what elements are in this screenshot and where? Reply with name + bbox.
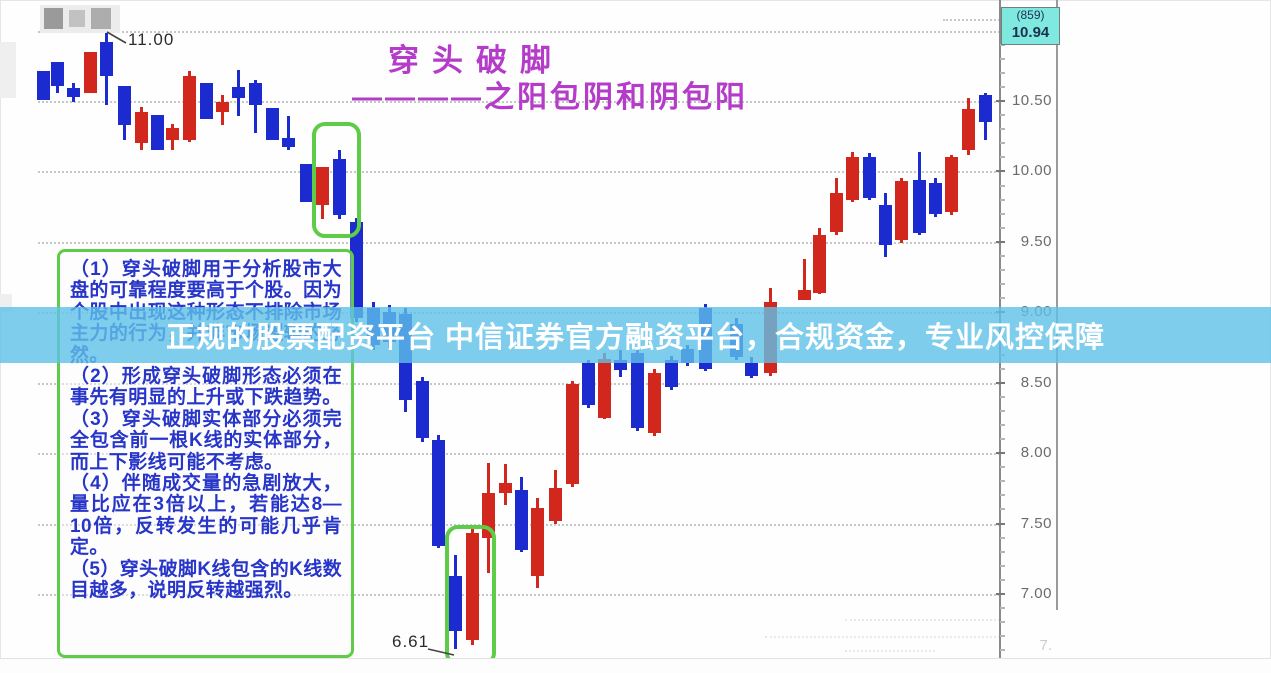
chart-right-border — [1056, 0, 1058, 610]
bottom-strip — [0, 658, 1271, 673]
stock-code: (859) — [1016, 8, 1045, 22]
current-price-box: (859) 10.94 — [1001, 7, 1060, 45]
note-item-3: （3）穿头破脚实体部分必须完全包含前一根K线的实体部分，而上下影线可能不考虑。 — [70, 408, 342, 473]
watermark-square — [44, 8, 63, 29]
chart-title-line1: 穿头破脚 — [388, 43, 564, 78]
note-item-5: （5）穿头破脚K线包含的K线数目越多，说明反转越强烈。 — [70, 558, 343, 602]
current-price: 10.94 — [1011, 24, 1050, 41]
watermark-blocks — [40, 5, 120, 33]
watermark-smudge — [0, 42, 16, 98]
high-price-callout: 11.00 — [128, 30, 175, 49]
note-item-4: （4）伴随成交量的急剧放大，量比应在3倍以上，若能达8—10倍，反转发生的可能几… — [70, 473, 342, 559]
chart-title: 穿头破脚 ————之阳包阴和阴包阳 — [352, 42, 812, 116]
watermark-square — [91, 8, 111, 29]
watermark-square — [69, 10, 85, 27]
chart-title-line2: ————之阳包阴和阴包阳 — [352, 81, 748, 114]
note-item-2: （2）形成穿头破脚形态必须在事先有明显的上升或下跌趋势。 — [70, 366, 342, 409]
ad-banner[interactable]: 正规的股票配资平台 中信证券官方融资平台，合规资金，专业风控保障 — [0, 307, 1271, 363]
low-price-callout: 6.61 — [392, 632, 430, 651]
ad-banner-text: 正规的股票配资平台 中信证券官方融资平台，合规资金，专业风控保障 — [165, 322, 1106, 354]
axis-label-partial: 7. — [1039, 637, 1052, 654]
